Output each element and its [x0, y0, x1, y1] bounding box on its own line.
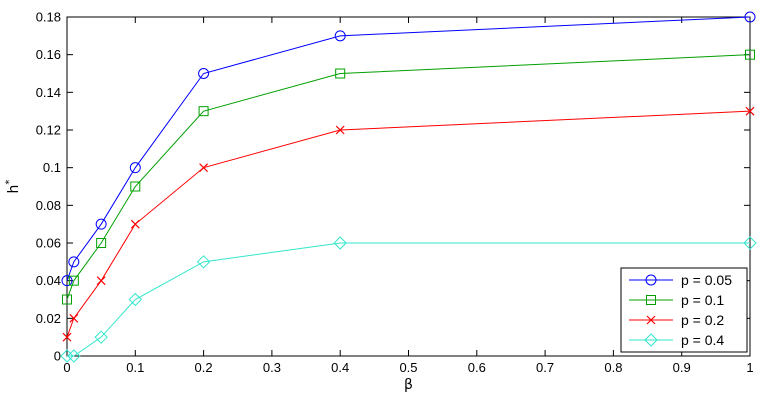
- legend-box: [620, 267, 748, 353]
- axis-ticks: 0 0.1 0.2 0.3 0.4 0.5 0.6 0.7 0.8 0.9 1 0 0.02 0.04 0.…: [36, 10, 754, 376]
- y-tick-label: 0.04: [36, 273, 61, 288]
- y-tick-label: 0.1: [43, 160, 61, 175]
- x-tick-label: 0.6: [468, 360, 486, 375]
- data-point: [61, 275, 73, 287]
- data-point: [196, 255, 211, 269]
- y-tick-label: 0.16: [36, 47, 61, 62]
- data-point: [128, 292, 143, 307]
- legend-marker: [646, 315, 656, 325]
- legend-marker: [644, 333, 658, 347]
- y-tick-label: 0.06: [36, 236, 61, 251]
- data-point: [62, 294, 72, 305]
- data-point: [96, 238, 107, 248]
- series-line: [66, 54, 751, 300]
- y-tick-label: 0: [54, 349, 61, 364]
- legend-label: p = 0.4: [681, 332, 724, 348]
- x-tick-label: 0.5: [399, 360, 417, 375]
- y-tick-label: 0.08: [36, 198, 61, 213]
- data-point: [335, 68, 346, 79]
- data-point: [130, 181, 141, 192]
- series-2: [62, 49, 755, 305]
- legend-label: p = 0.05: [681, 272, 732, 288]
- data-point: [335, 125, 345, 135]
- y-tick-label: 0.12: [36, 123, 61, 138]
- series-1: [61, 11, 756, 287]
- data-point: [95, 218, 107, 230]
- series-line: [67, 242, 750, 357]
- legend-marker: [646, 295, 656, 305]
- legend-item: p = 0.4: [629, 332, 724, 348]
- legend-item: p = 0.2: [629, 312, 724, 328]
- y-axis-label-main: h: [6, 185, 22, 194]
- data-point: [743, 236, 757, 250]
- legend-item: p = 0.1: [629, 292, 724, 308]
- data-point: [198, 106, 209, 117]
- legend: p = 0.05 p = 0.1 p = 0.2 p = 0.4: [620, 267, 748, 353]
- data-point: [68, 275, 79, 286]
- x-tick-label: 0.3: [263, 360, 281, 375]
- data-point: [68, 256, 80, 268]
- x-tick-label: 0.1: [126, 360, 144, 375]
- data-point: [745, 106, 755, 116]
- y-tick-label: 0.14: [36, 85, 61, 100]
- data-point: [69, 313, 79, 323]
- y-tick-label: 0.02: [36, 311, 61, 326]
- data-point: [333, 236, 347, 250]
- legend-label: p = 0.2: [681, 312, 724, 328]
- x-tick-label: 0.7: [536, 360, 554, 375]
- x-axis-label: β: [404, 377, 413, 393]
- series-lines: [60, 11, 757, 363]
- series-3: [62, 106, 755, 342]
- data-point: [129, 162, 141, 174]
- y-axis-label: h*: [4, 180, 22, 194]
- legend-item: p = 0.05: [629, 272, 732, 288]
- data-point: [745, 49, 755, 60]
- legend-marker: [645, 274, 657, 286]
- x-tick-label: 0.8: [604, 360, 622, 375]
- data-point: [94, 330, 108, 344]
- data-point: [334, 30, 346, 42]
- x-tick-label: 0: [63, 360, 70, 375]
- x-tick-label: 0.4: [331, 360, 349, 375]
- data-point: [744, 11, 756, 23]
- data-point: [67, 349, 81, 363]
- data-point: [198, 68, 210, 79]
- data-point: [60, 349, 74, 363]
- data-point: [199, 163, 209, 173]
- x-tick-label: 0.2: [195, 360, 213, 375]
- x-tick-label: 1: [746, 360, 753, 375]
- series-4: [60, 236, 757, 363]
- x-tick-label: 0.9: [673, 360, 691, 375]
- legend-label: p = 0.1: [681, 292, 724, 308]
- series-line: [66, 16, 751, 281]
- data-point: [96, 276, 106, 286]
- y-axis-label-superscript: *: [4, 180, 15, 185]
- y-tick-label: 0.18: [36, 10, 61, 25]
- data-point: [130, 219, 140, 229]
- data-point: [62, 332, 72, 342]
